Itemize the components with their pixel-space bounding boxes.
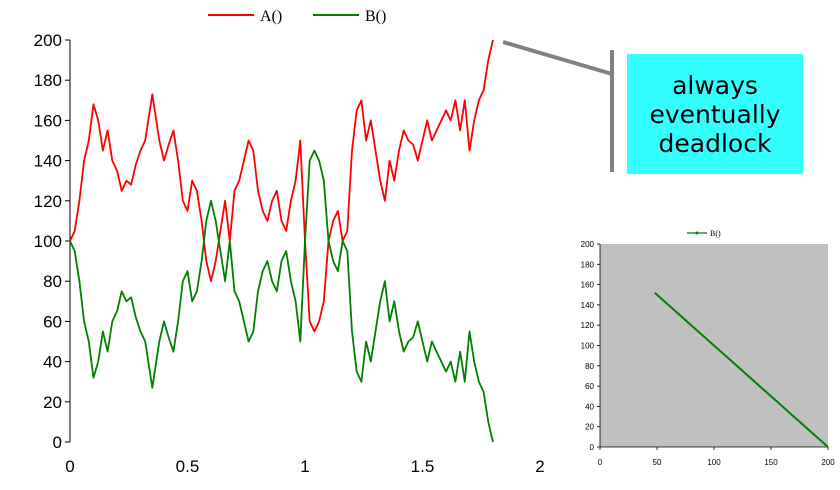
inset-x-tick-label: 50	[653, 458, 662, 467]
inset-y-tick-label: 60	[585, 382, 594, 391]
callout-line-2: eventually	[649, 100, 780, 129]
inset-y-tick-label: 200	[581, 240, 595, 249]
inset-y-tick-label: 140	[581, 301, 595, 310]
inset-y-tick-label: 0	[590, 443, 595, 452]
inset-x-tick-label: 200	[821, 458, 835, 467]
inset-y-tick-label: 100	[581, 342, 595, 351]
inset-y-tick-label: 20	[585, 423, 594, 432]
callout-line-1: always	[672, 71, 758, 100]
inset-y-tick-label: 180	[581, 260, 595, 269]
deadlock-callout: always eventually deadlock	[627, 54, 803, 174]
inset-legend-marker	[696, 232, 699, 235]
inset-legend-label: B()	[710, 229, 721, 238]
inset-y-tick-label: 80	[585, 362, 594, 371]
inset-y-tick-label: 40	[585, 402, 594, 411]
inset-y-tick-label: 120	[581, 321, 595, 330]
inset-x-tick-label: 0	[598, 458, 603, 467]
callout-line-3: deadlock	[659, 129, 772, 158]
inset-x-tick-label: 150	[764, 458, 778, 467]
inset-x-tick-label: 100	[707, 458, 721, 467]
inset-y-tick-label: 160	[581, 281, 595, 290]
